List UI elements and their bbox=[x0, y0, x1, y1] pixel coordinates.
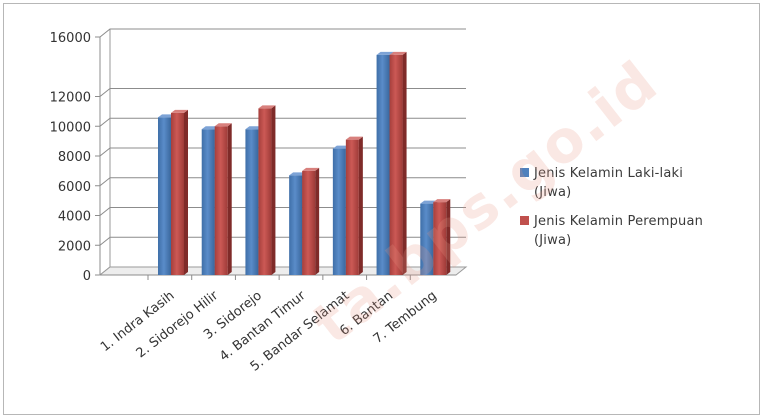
bar bbox=[258, 105, 276, 276]
gridline bbox=[99, 147, 466, 157]
bar-top bbox=[420, 200, 438, 204]
y-tick-label: 12000 bbox=[50, 91, 91, 106]
gridline bbox=[99, 177, 466, 187]
bar-front bbox=[376, 54, 390, 275]
bar bbox=[433, 199, 451, 275]
bar-top bbox=[332, 145, 350, 149]
bar-top bbox=[258, 105, 276, 109]
gridline bbox=[99, 117, 466, 127]
bar-front bbox=[389, 54, 403, 275]
bar-top bbox=[433, 199, 451, 203]
bar-top bbox=[245, 126, 263, 130]
bar-top bbox=[158, 114, 175, 118]
legend-item-perempuan: Jenis Kelamin Perempuan (Jiwa) bbox=[520, 212, 760, 250]
bar-front bbox=[332, 148, 346, 275]
bar-front bbox=[171, 112, 184, 275]
y-tick-label: 10000 bbox=[50, 120, 91, 135]
bar-front bbox=[258, 108, 272, 276]
legend-swatch-blue bbox=[520, 168, 529, 177]
bar-front bbox=[245, 129, 259, 275]
bar-side bbox=[446, 199, 451, 275]
gridline bbox=[99, 236, 466, 246]
floor bbox=[98, 266, 468, 276]
y-axis-ticks: 0 2000 4000 6000 8000 10000 12000 16000 bbox=[50, 31, 91, 284]
bar-top bbox=[302, 167, 320, 171]
bar bbox=[345, 136, 363, 275]
gridline bbox=[99, 28, 466, 38]
legend: Jenis Kelamin Laki-laki (Jiwa) Jenis Kel… bbox=[520, 164, 760, 260]
bar bbox=[302, 167, 320, 275]
bar-top bbox=[171, 109, 188, 113]
bar bbox=[214, 123, 232, 275]
bar-top bbox=[289, 172, 307, 176]
y-tick-label: 4000 bbox=[58, 210, 91, 225]
bar-front bbox=[289, 175, 303, 275]
y-tick-label: 2000 bbox=[58, 239, 91, 254]
legend-item-laki-laki: Jenis Kelamin Laki-laki (Jiwa) bbox=[520, 164, 760, 202]
x-tick-label: 1. Indra Kasih bbox=[98, 288, 178, 355]
bar-side bbox=[184, 109, 188, 275]
legend-label-line1: Jenis Kelamin Laki-laki bbox=[534, 166, 684, 181]
y-tick-label: 16000 bbox=[50, 31, 91, 46]
bar-chart: 0 2000 4000 6000 8000 10000 12000 16000 1. Indr… bbox=[50, 28, 468, 375]
legend-label-line2: (Jiwa) bbox=[534, 233, 572, 248]
bar-side bbox=[402, 51, 407, 275]
legend-swatch-red bbox=[520, 216, 529, 225]
bar bbox=[389, 51, 407, 275]
bar-side bbox=[315, 167, 320, 275]
y-tick-label: 8000 bbox=[58, 150, 91, 165]
gridline bbox=[99, 207, 466, 216]
bar-front bbox=[433, 202, 447, 275]
bar-front bbox=[302, 170, 316, 275]
bar-side bbox=[227, 123, 232, 275]
gridline bbox=[99, 88, 466, 97]
bar-top bbox=[214, 123, 232, 127]
bar-top bbox=[376, 51, 394, 55]
y-tick-label: 6000 bbox=[58, 180, 91, 195]
legend-label: Jenis Kelamin Laki-laki (Jiwa) bbox=[534, 164, 683, 202]
bar-front bbox=[345, 139, 359, 275]
bars bbox=[158, 51, 451, 276]
bar-side bbox=[271, 105, 276, 276]
y-tick-label: 0 bbox=[83, 269, 91, 284]
bar-front bbox=[420, 203, 434, 275]
bar-side bbox=[358, 136, 363, 275]
bar-front bbox=[214, 126, 228, 275]
gridlines bbox=[99, 28, 466, 276]
legend-label-line2: (Jiwa) bbox=[534, 185, 572, 200]
legend-label: Jenis Kelamin Perempuan (Jiwa) bbox=[534, 212, 703, 250]
bar-front bbox=[158, 117, 171, 275]
legend-label-line1: Jenis Kelamin Perempuan bbox=[534, 214, 704, 229]
chart-area: 0 2000 4000 6000 8000 10000 12000 16000 1. Indr… bbox=[3, 3, 760, 415]
axes bbox=[95, 36, 468, 280]
bar-top bbox=[345, 136, 363, 140]
bar-front bbox=[201, 129, 215, 275]
bar bbox=[171, 109, 188, 275]
bar-top bbox=[389, 51, 407, 55]
bar-top bbox=[201, 126, 219, 130]
